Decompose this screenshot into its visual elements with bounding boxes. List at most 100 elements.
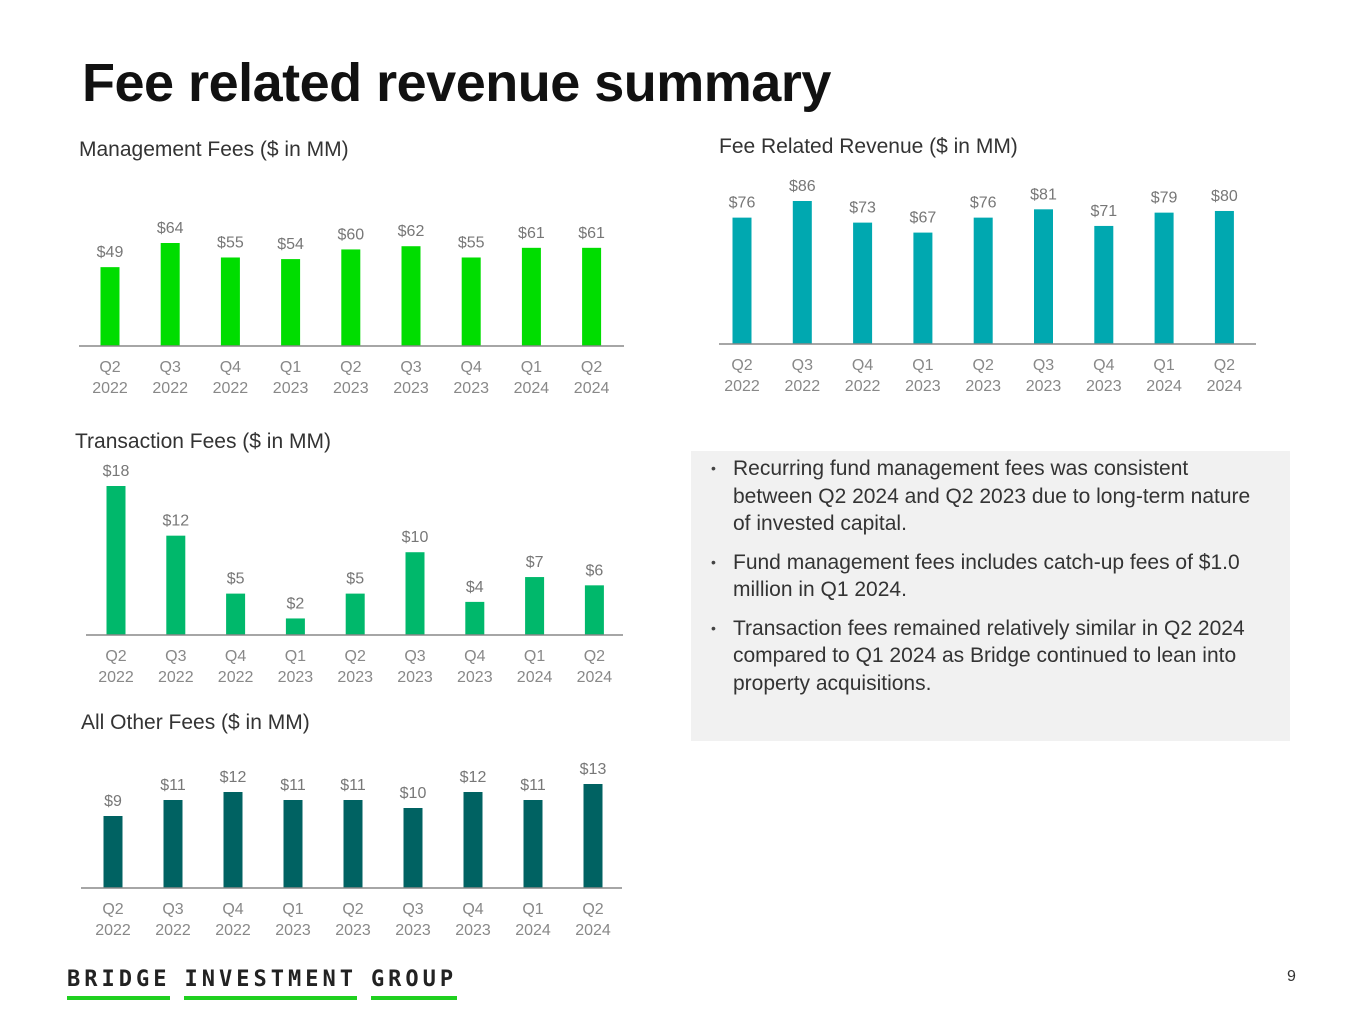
other-data-label: $11 (280, 777, 306, 794)
other-tick-label-quarter: Q3 (402, 901, 423, 918)
transaction-data-label: $4 (466, 579, 484, 596)
other-data-label: $9 (104, 793, 122, 810)
other-tick-label-year: 2024 (515, 922, 551, 939)
other-bar (103, 816, 123, 888)
other-bar (163, 800, 183, 888)
other-data-label: $11 (520, 777, 546, 794)
other-tick-label-year: 2023 (275, 922, 311, 939)
transaction-bar (525, 577, 545, 635)
transaction-tick-label-quarter: Q4 (464, 648, 485, 665)
management-data-label: $64 (157, 220, 184, 237)
logo-word: INVESTMENT (184, 968, 357, 1000)
management-tick-label-year: 2022 (213, 380, 249, 397)
other-data-label: $10 (400, 785, 427, 802)
commentary-text: Fund management fees includes catch-up f… (733, 550, 1240, 602)
transaction-tick-label-year: 2023 (457, 669, 493, 686)
page-title: Fee related revenue summary (82, 53, 831, 113)
logo-word: BRIDGE (67, 968, 171, 1000)
fee_related-tick-label-quarter: Q3 (792, 357, 813, 374)
management-bar (401, 246, 421, 346)
fee-related-revenue-chart: Fee Related Revenue ($ in MM) $76 Q2 2022 $… (719, 135, 1259, 397)
transaction-fees-chart-title: Transaction Fees ($ in MM) (75, 430, 331, 453)
fee_related-data-label: $71 (1090, 203, 1117, 220)
management-data-label: $55 (458, 234, 485, 251)
other-tick-label-year: 2023 (455, 922, 491, 939)
management-tick-label-quarter: Q4 (461, 359, 482, 376)
management-tick-label-quarter: Q2 (99, 359, 120, 376)
management-bar (461, 257, 481, 346)
other-tick-label-quarter: Q4 (222, 901, 243, 918)
fee_related-bar (973, 217, 993, 344)
transaction-data-label: $5 (346, 571, 364, 588)
transaction-tick-label-quarter: Q1 (524, 648, 545, 665)
transaction-tick-label-quarter: Q2 (105, 648, 126, 665)
management-tick-label-quarter: Q1 (280, 359, 301, 376)
fee_related-tick-label-year: 2023 (1026, 378, 1062, 395)
management-tick-label-year: 2023 (453, 380, 489, 397)
page-number: 9 (1287, 968, 1296, 985)
fee_related-tick-label-quarter: Q4 (1093, 357, 1114, 374)
bullet-icon: • (711, 460, 716, 476)
fee_related-data-label: $73 (849, 200, 876, 217)
bullet-icon: • (711, 619, 716, 636)
management-fees-chart: Management Fees ($ in MM) $49 Q2 2022 $64 Q3… (79, 138, 624, 400)
other-tick-label-year: 2023 (335, 922, 371, 939)
fee_related-tick-label-year: 2022 (724, 378, 760, 395)
transaction-bar (226, 593, 246, 635)
fee_related-bar (792, 201, 812, 344)
other-bar (283, 800, 303, 888)
management-tick-label-year: 2024 (514, 380, 550, 397)
fee_related-tick-label-year: 2024 (1207, 378, 1243, 395)
other-tick-label-year: 2023 (395, 922, 431, 939)
management-tick-label-year: 2022 (152, 380, 188, 397)
all-other-fees-chart-title: All Other Fees ($ in MM) (81, 711, 310, 734)
transaction-bar (405, 552, 425, 635)
transaction-tick-label-quarter: Q3 (165, 648, 186, 665)
commentary-box: • Recurring fund management fees was con… (691, 451, 1290, 741)
transaction-bar (465, 601, 485, 635)
transaction-tick-label-year: 2022 (158, 669, 194, 686)
commentary-text: Transaction fees remained relatively sim… (733, 616, 1245, 695)
management-data-label: $54 (277, 236, 304, 253)
management-tick-label-quarter: Q2 (581, 359, 602, 376)
transaction-data-label: $2 (287, 595, 305, 612)
fee_related-data-label: $79 (1151, 190, 1178, 207)
transaction-fees-chart-svg: $18 Q2 2022 $12 Q3 2022 $5 Q4 2022 $2 Q1 2023 $5 Q2 20… (86, 463, 623, 686)
transaction-tick-label-quarter: Q3 (404, 648, 425, 665)
transaction-data-label: $18 (103, 463, 130, 480)
transaction-tick-label-year: 2022 (98, 669, 134, 686)
management-tick-label-year: 2023 (393, 380, 429, 397)
fee_related-tick-label-year: 2023 (965, 378, 1001, 395)
other-tick-label-quarter: Q1 (522, 901, 543, 918)
management-tick-label-quarter: Q2 (340, 359, 361, 376)
other-bar (523, 800, 543, 888)
other-bar (583, 784, 603, 888)
management-fees-chart-svg: $49 Q2 2022 $64 Q3 2022 $55 Q4 2022 $54 Q1 2023 $60 Q… (79, 220, 624, 397)
transaction-tick-label-quarter: Q1 (285, 648, 306, 665)
management-bar (582, 247, 602, 346)
fee_related-tick-label-quarter: Q4 (852, 357, 873, 374)
fee_related-data-label: $86 (789, 178, 816, 195)
management-tick-label-year: 2023 (273, 380, 309, 397)
management-tick-label-quarter: Q1 (521, 359, 542, 376)
fee_related-tick-label-quarter: Q2 (1214, 357, 1235, 374)
fee_related-bar (913, 232, 933, 344)
transaction-tick-label-year: 2023 (397, 669, 433, 686)
other-data-label: $11 (160, 777, 186, 794)
transaction-tick-label-year: 2024 (577, 669, 613, 686)
other-data-label: $11 (340, 777, 366, 794)
management-fees-chart-title: Management Fees ($ in MM) (79, 138, 349, 161)
commentary-text: Recurring fund management fees was consi… (733, 457, 1251, 535)
commentary-bullet: • Transaction fees remained relatively s… (705, 615, 1265, 698)
transaction-tick-label-year: 2022 (218, 669, 254, 686)
transaction-tick-label-year: 2023 (278, 669, 314, 686)
other-tick-label-quarter: Q3 (162, 901, 183, 918)
transaction-tick-label-year: 2024 (517, 669, 553, 686)
fee_related-data-label: $76 (970, 195, 997, 212)
other-bar (223, 792, 243, 888)
management-bar (160, 243, 180, 346)
management-tick-label-quarter: Q3 (400, 359, 421, 376)
all-other-fees-chart-svg: $9 Q2 2022 $11 Q3 2022 $12 Q4 2022 $11 Q1 2023 $11 Q2… (81, 761, 622, 939)
management-data-label: $55 (217, 234, 244, 251)
commentary-list: • Recurring fund management fees was con… (705, 455, 1265, 708)
